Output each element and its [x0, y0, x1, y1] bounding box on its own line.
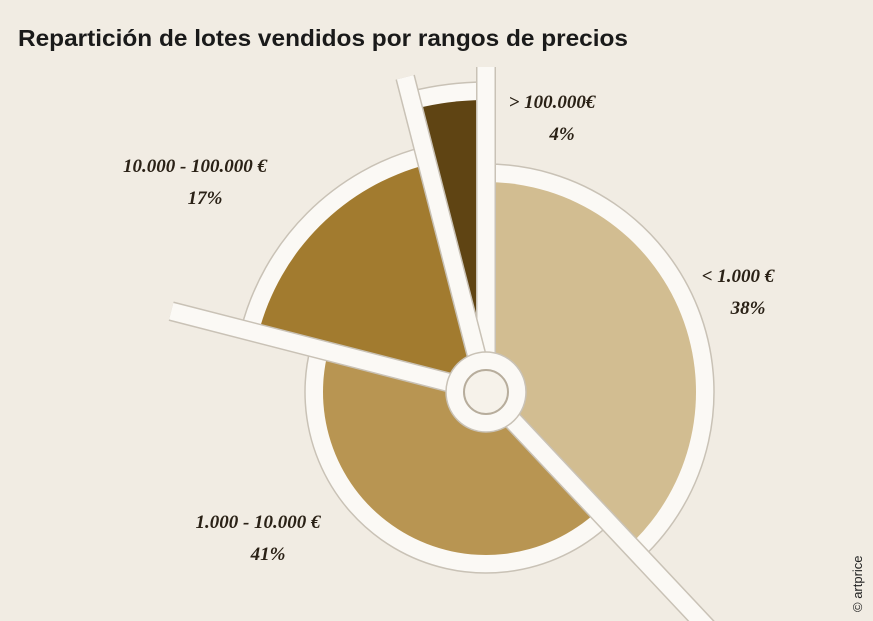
slice-value-label: 38% — [730, 298, 766, 319]
slice — [486, 181, 697, 546]
slice — [258, 164, 486, 392]
slice-label: 10.000 - 100.000 € — [123, 156, 269, 177]
separator — [479, 386, 713, 621]
separator — [169, 302, 489, 401]
slice-label: < 1.000 € — [702, 266, 776, 287]
chart-title: Repartición de lotes vendidos por rangos… — [18, 25, 628, 51]
slice-label: 1.000 - 10.000 € — [195, 512, 322, 533]
slice-value-label: 17% — [188, 188, 223, 209]
slice-value-label: 4% — [548, 124, 574, 145]
pie: < 1.000 € 38% 1.000 - 10.000 € 41% 10.000 - … — [123, 67, 776, 621]
slice — [323, 351, 598, 555]
credit: © artprice — [850, 555, 865, 612]
hub-inner — [463, 369, 509, 415]
slice-label: > 100.000€ — [509, 92, 597, 113]
slice-value-label: 41% — [250, 544, 286, 565]
separator — [396, 75, 495, 395]
